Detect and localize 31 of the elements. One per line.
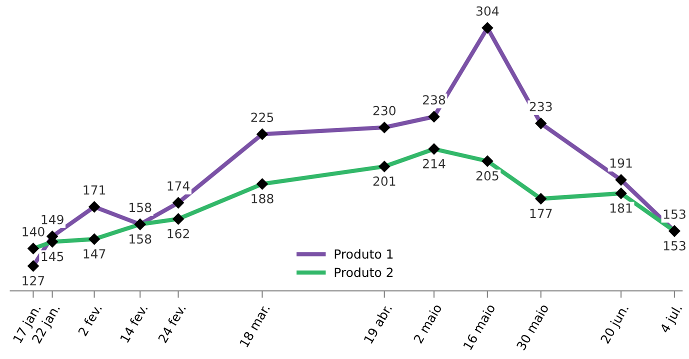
data-label: 214 — [423, 158, 446, 168]
data-label: 205 — [476, 171, 498, 180]
data-label: 233 — [530, 102, 552, 112]
data-label: 238 — [423, 95, 446, 105]
x-tick-label: 2 fev. — [78, 304, 102, 336]
data-label: 140 — [22, 226, 44, 236]
legend-label: Produto 1 — [334, 249, 393, 259]
data-label: 158 — [130, 234, 152, 244]
data-label: 153 — [664, 240, 686, 250]
data-label: 153 — [664, 209, 686, 219]
data-label: 158 — [130, 202, 152, 212]
legend-label: Produto 2 — [334, 267, 393, 278]
data-label: 162 — [168, 228, 189, 238]
data-label: 147 — [84, 249, 106, 258]
data-label: 174 — [168, 181, 190, 190]
data-label: 230 — [373, 106, 396, 116]
data-label: 177 — [530, 208, 552, 218]
data-label: 191 — [610, 158, 632, 168]
data-label: 181 — [610, 203, 632, 213]
x-tick-label: 24 fev. — [158, 304, 186, 344]
data-label: 149 — [42, 214, 64, 224]
data-label: 145 — [42, 252, 64, 262]
data-label: 225 — [251, 112, 274, 122]
x-tick-label: 14 fev. — [120, 304, 148, 343]
data-label: 188 — [252, 194, 274, 204]
x-tick-label: 19 abr. — [363, 304, 392, 344]
data-label: 201 — [373, 176, 396, 186]
data-label: 127 — [22, 276, 44, 286]
x-tick-label: 4 jul. — [659, 304, 684, 335]
data-label: 171 — [84, 185, 106, 195]
data-label: 304 — [476, 6, 499, 16]
